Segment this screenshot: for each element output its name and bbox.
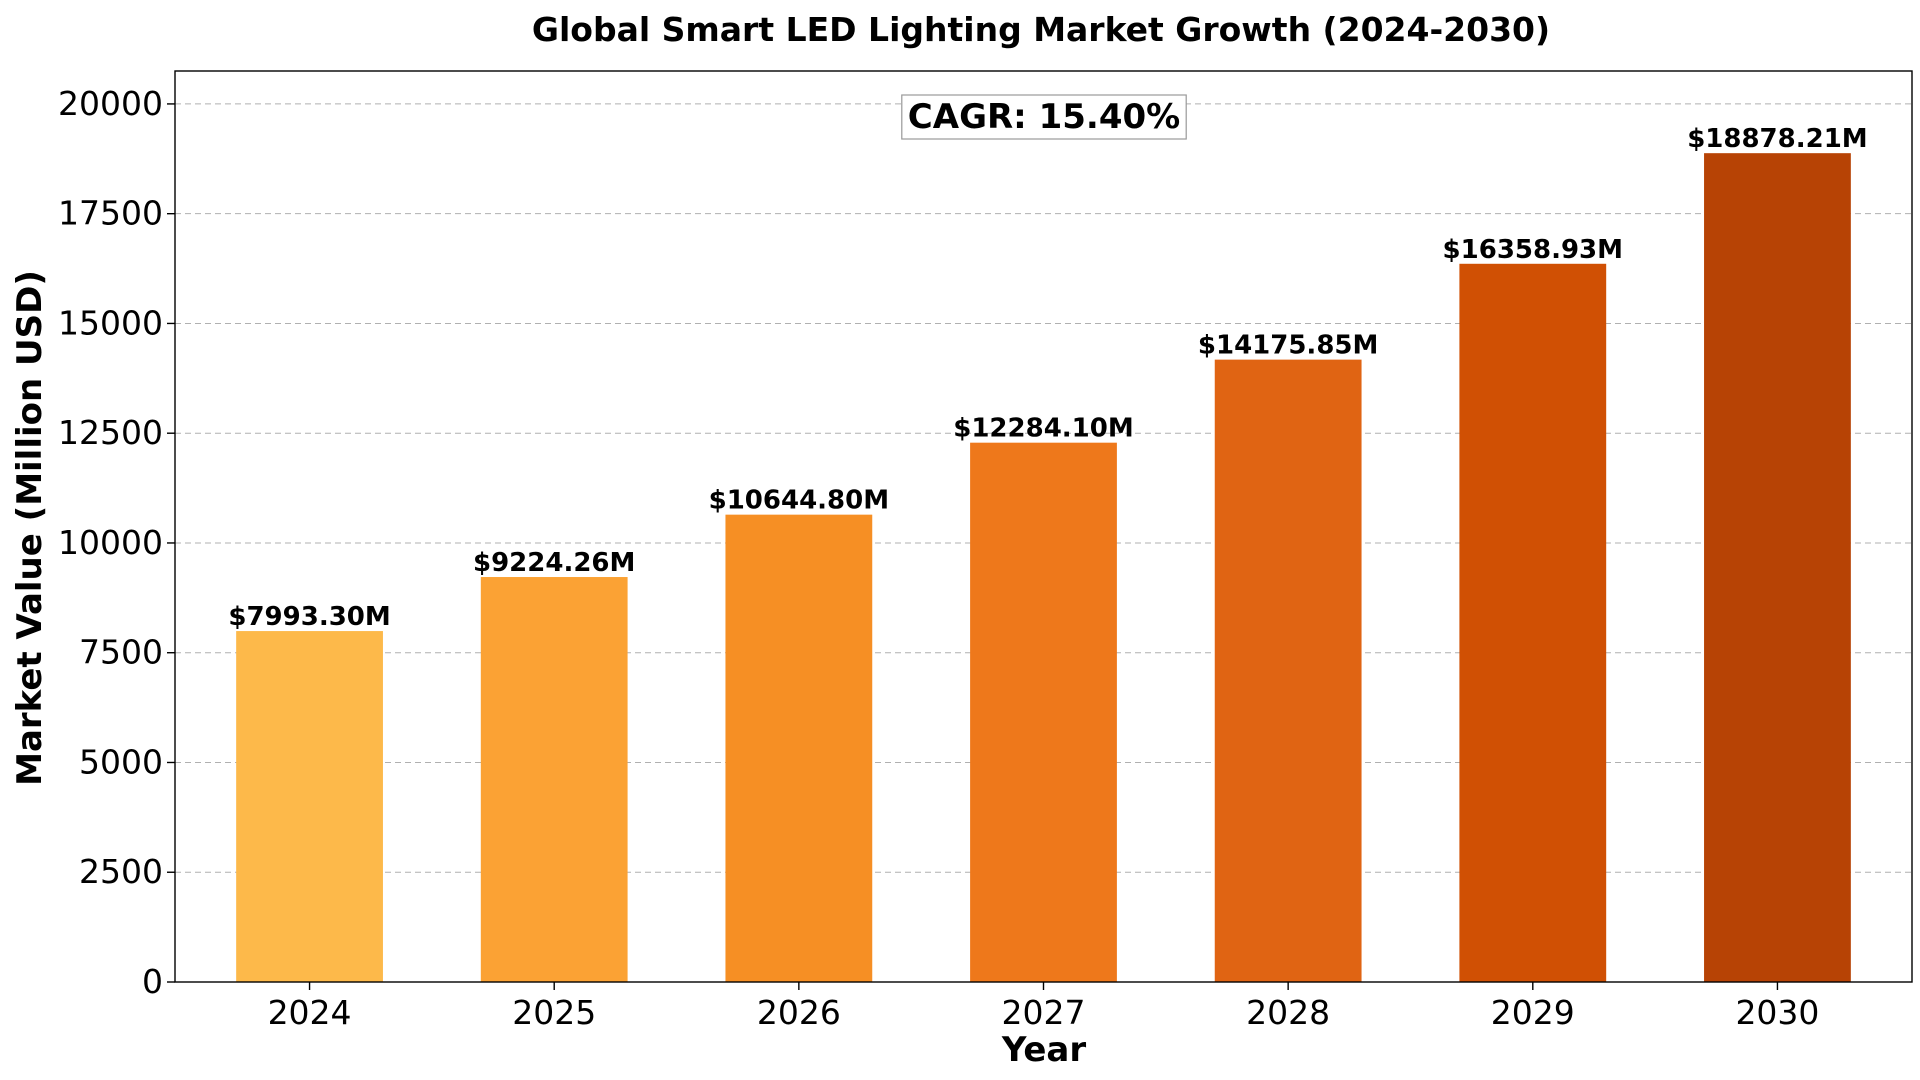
bar — [1704, 153, 1851, 982]
x-tick-label: 2029 — [1491, 993, 1575, 1032]
y-tick-label: 15000 — [58, 303, 163, 342]
x-tick-label: 2027 — [1002, 993, 1086, 1032]
x-tick-label: 2030 — [1735, 993, 1819, 1032]
annotation-text: CAGR: 15.40% — [908, 97, 1180, 137]
y-tick-label: 12500 — [58, 413, 163, 452]
bar — [725, 514, 873, 982]
y-axis-label: Market Value (Million USD) — [10, 270, 50, 786]
bar-data-label: $18878.21M — [1687, 124, 1867, 154]
plot-frame — [174, 70, 1913, 983]
y-tick-label: 20000 — [58, 84, 163, 123]
y-tick-label: 10000 — [58, 523, 163, 562]
y-tick-label: 7500 — [79, 633, 163, 672]
bar-data-label: $12284.10M — [953, 414, 1133, 444]
bar — [1214, 359, 1362, 983]
x-tick-label: 2028 — [1246, 993, 1330, 1032]
y-tick-label: 2500 — [79, 852, 163, 891]
bar-data-label: $14175.85M — [1198, 331, 1378, 361]
bar — [480, 577, 628, 982]
y-tick-label: 17500 — [58, 194, 163, 233]
bar-data-label: $10644.80M — [709, 486, 889, 516]
x-tick-label: 2024 — [268, 993, 352, 1032]
y-tick-label: 5000 — [79, 742, 163, 781]
chart-title: Global Smart LED Lighting Market Growth … — [532, 10, 1550, 49]
bar-data-label: $16358.93M — [1443, 235, 1623, 265]
bar — [1459, 263, 1607, 983]
x-tick-label: 2026 — [757, 993, 841, 1032]
x-axis-label: Year — [1001, 1030, 1087, 1070]
bar-data-label: $9224.26M — [473, 548, 635, 578]
annotation-box — [901, 94, 1187, 140]
x-tick-label: 2025 — [512, 993, 596, 1032]
cagr-annotation: CAGR: 15.40% — [901, 94, 1187, 140]
axes: 0 2500 5000 7500 10000 12500 15000 17500 20000 20… — [58, 70, 1913, 1032]
bar — [970, 442, 1117, 983]
bar-data-label: $7993.30M — [228, 602, 390, 632]
bar — [236, 631, 383, 982]
bars — [236, 153, 1851, 983]
y-tick-label: 0 — [142, 962, 163, 1001]
data-labels: $7993.30M $9224.26M $10644.80M $12284.10M $1… — [228, 124, 1867, 632]
